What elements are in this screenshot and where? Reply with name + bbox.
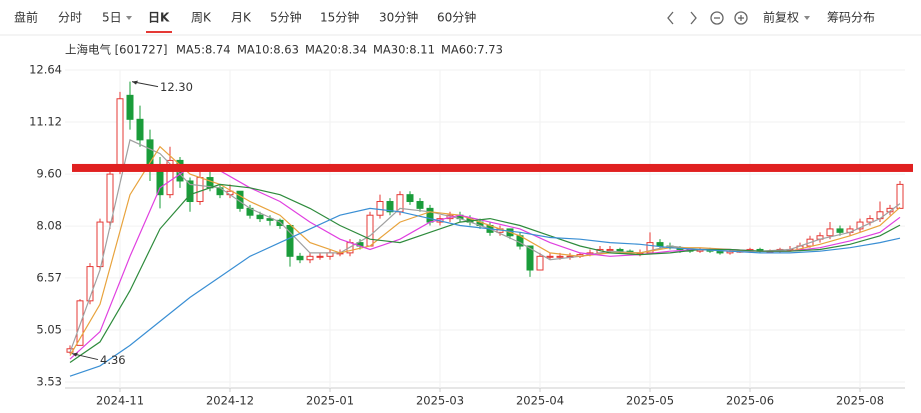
x-tick-label: 2025-01 — [306, 394, 354, 408]
y-tick-label: 8.08 — [36, 219, 62, 233]
active-tab-underline — [146, 31, 172, 33]
candle-body — [556, 255, 564, 258]
candle-body — [96, 221, 104, 268]
y-tick-label: 6.57 — [36, 270, 62, 284]
candle-body — [536, 255, 544, 271]
toolbar-tab[interactable]: 分时 — [58, 11, 82, 25]
x-tick-label: 2025-03 — [416, 394, 464, 408]
candle-body — [316, 255, 324, 258]
candle-body — [126, 94, 134, 120]
stock-name: 上海电气 [601727] — [65, 43, 168, 57]
candle-body — [856, 221, 864, 230]
ma-line — [69, 207, 901, 377]
ma-legend: MA20:8.34 — [305, 43, 367, 57]
next-icon[interactable] — [690, 11, 697, 25]
candle-body — [286, 224, 294, 257]
candle-body — [656, 242, 664, 247]
annotation-label: 12.30 — [160, 80, 193, 94]
toolbar-tab[interactable]: 5分钟 — [270, 10, 302, 25]
nav-icons[interactable] — [667, 11, 748, 25]
candle-body — [866, 218, 874, 223]
ma-legend: MA5:8.74 — [176, 43, 231, 57]
candle-body — [196, 177, 204, 203]
candle-body — [896, 183, 904, 209]
candle-body — [306, 255, 314, 261]
dropdown-caret — [804, 16, 810, 20]
annotation-arrowhead — [132, 80, 138, 85]
candle-body — [836, 228, 844, 233]
x-tick-label: 2024-11 — [96, 394, 144, 408]
zoom-out-icon[interactable] — [710, 11, 724, 25]
candle-body — [426, 207, 434, 223]
y-tick-label: 3.53 — [36, 375, 62, 389]
y-tick-label: 9.60 — [36, 167, 62, 181]
candle-body — [386, 201, 394, 213]
y-tick-label: 5.05 — [36, 322, 62, 336]
dropdown-caret — [126, 16, 132, 20]
y-tick-label: 11.12 — [29, 115, 62, 129]
resistance-band — [72, 163, 913, 172]
toolbar-tab[interactable]: 盘前 — [14, 10, 38, 25]
x-tick-label: 2025-04 — [516, 394, 564, 408]
ma-legend: MA60:7.73 — [441, 43, 503, 57]
candle-body — [256, 214, 264, 220]
zoom-in-icon[interactable] — [734, 11, 748, 25]
toolbar-tab[interactable]: 周K — [191, 11, 212, 25]
toolbar-option[interactable]: 前复权 — [763, 10, 799, 25]
candle-body — [716, 250, 724, 254]
ma-legend: MA10:8.63 — [237, 43, 299, 57]
candle-body — [616, 248, 624, 252]
candle-body — [116, 98, 124, 168]
ma-line — [69, 183, 901, 363]
toolbar-tab[interactable]: 月K — [231, 11, 252, 25]
toolbar-tab[interactable]: 30分钟 — [379, 10, 418, 25]
prev-icon[interactable] — [667, 11, 674, 25]
toolbar-tab[interactable]: 15分钟 — [320, 10, 359, 25]
candle-body — [106, 173, 114, 223]
x-tick-label: 2024-12 — [206, 394, 254, 408]
toolbar-tab[interactable]: 60分钟 — [437, 10, 476, 25]
candle-body — [416, 201, 424, 209]
ma-legend: MA30:8.11 — [373, 43, 435, 57]
toolbar-option[interactable]: 筹码分布 — [827, 11, 875, 25]
y-tick-label: 12.64 — [29, 63, 62, 77]
candle-body — [526, 245, 534, 271]
toolbar-tab[interactable]: 5日 — [102, 11, 122, 25]
x-tick-label: 2025-08 — [836, 394, 884, 408]
candle-body — [366, 214, 374, 247]
candle-body — [186, 180, 194, 203]
x-tick-label: 2025-06 — [726, 394, 774, 408]
candle-body — [136, 118, 144, 141]
candle-body — [546, 255, 554, 258]
toolbar-tab[interactable]: 日K — [148, 11, 170, 25]
candle-body — [406, 194, 414, 203]
candle-body — [86, 266, 94, 302]
candle-body — [376, 201, 384, 216]
x-tick-label: 2025-05 — [626, 394, 674, 408]
annotation-label: 4.36 — [100, 353, 126, 367]
candle-body — [296, 255, 304, 261]
annotation-arrowhead — [72, 352, 78, 357]
candle-body — [166, 159, 174, 196]
candle-body — [826, 228, 834, 237]
candle-body — [606, 248, 614, 251]
